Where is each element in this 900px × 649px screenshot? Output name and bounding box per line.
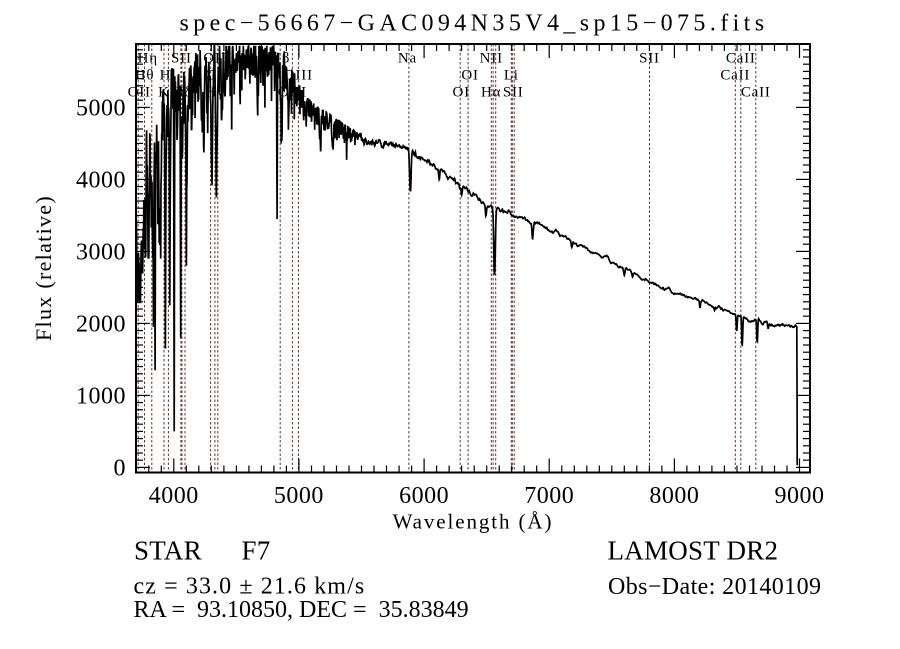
svg-text:9000: 9000 <box>775 483 825 509</box>
svg-text:OI: OI <box>461 68 478 84</box>
svg-text:Obs−Date: 20140109: Obs−Date: 20140109 <box>608 574 821 600</box>
svg-text:OI: OI <box>452 85 469 101</box>
svg-text:CaII: CaII <box>741 85 771 101</box>
svg-text:Hα: Hα <box>481 85 501 101</box>
svg-text:0: 0 <box>114 455 127 481</box>
svg-text:SII: SII <box>503 85 524 101</box>
svg-text:5000: 5000 <box>76 95 126 121</box>
svg-text:4000: 4000 <box>149 483 199 509</box>
svg-text:1000: 1000 <box>76 383 126 409</box>
svg-text:7000: 7000 <box>524 483 574 509</box>
svg-text:LAMOST DR2: LAMOST DR2 <box>608 536 779 566</box>
svg-text:OIII: OIII <box>203 51 232 67</box>
svg-text:3000: 3000 <box>76 239 126 265</box>
svg-text:Hδ: Hδ <box>173 85 193 101</box>
svg-text:Na: Na <box>398 51 417 67</box>
svg-text:5000: 5000 <box>274 483 324 509</box>
svg-text:Hβ: Hβ <box>270 51 290 67</box>
svg-text:CaII: CaII <box>726 51 756 67</box>
svg-text:RA = 93.10850, DEC = 35.8384: RA = 93.10850, DEC = 35.83849 <box>134 597 469 623</box>
svg-text:Hγ: Hγ <box>205 85 224 101</box>
svg-text:Li: Li <box>504 68 519 84</box>
svg-text:Hθ: Hθ <box>135 68 155 84</box>
svg-text:OIII: OIII <box>278 85 307 101</box>
svg-text:4000: 4000 <box>76 167 126 193</box>
svg-text:NII: NII <box>480 51 503 67</box>
svg-text:F7: F7 <box>242 536 271 566</box>
svg-text:Wavelength (Å): Wavelength (Å) <box>393 510 554 534</box>
svg-text:CaII: CaII <box>720 68 750 84</box>
svg-text:8000: 8000 <box>649 483 699 509</box>
svg-text:SII: SII <box>171 51 192 67</box>
svg-text:SII: SII <box>639 51 660 67</box>
svg-text:OIII: OIII <box>284 68 313 84</box>
svg-text:H: H <box>160 68 172 84</box>
svg-text:K: K <box>158 85 170 101</box>
svg-text:cz = 33.0 ± 21.6 km/s: cz = 33.0 ± 21.6 km/s <box>134 574 366 600</box>
svg-text:6000: 6000 <box>399 483 449 509</box>
svg-text:OII: OII <box>128 85 151 101</box>
svg-text:Flux (relative): Flux (relative) <box>31 195 56 341</box>
svg-text:Hη: Hη <box>138 51 158 67</box>
svg-text:2000: 2000 <box>76 311 126 337</box>
svg-text:G: G <box>205 68 217 84</box>
svg-text:spec−56667−GAC094N35V4_sp15−07: spec−56667−GAC094N35V4_sp15−075.fits <box>180 11 769 37</box>
svg-text:STAR: STAR <box>134 536 202 566</box>
